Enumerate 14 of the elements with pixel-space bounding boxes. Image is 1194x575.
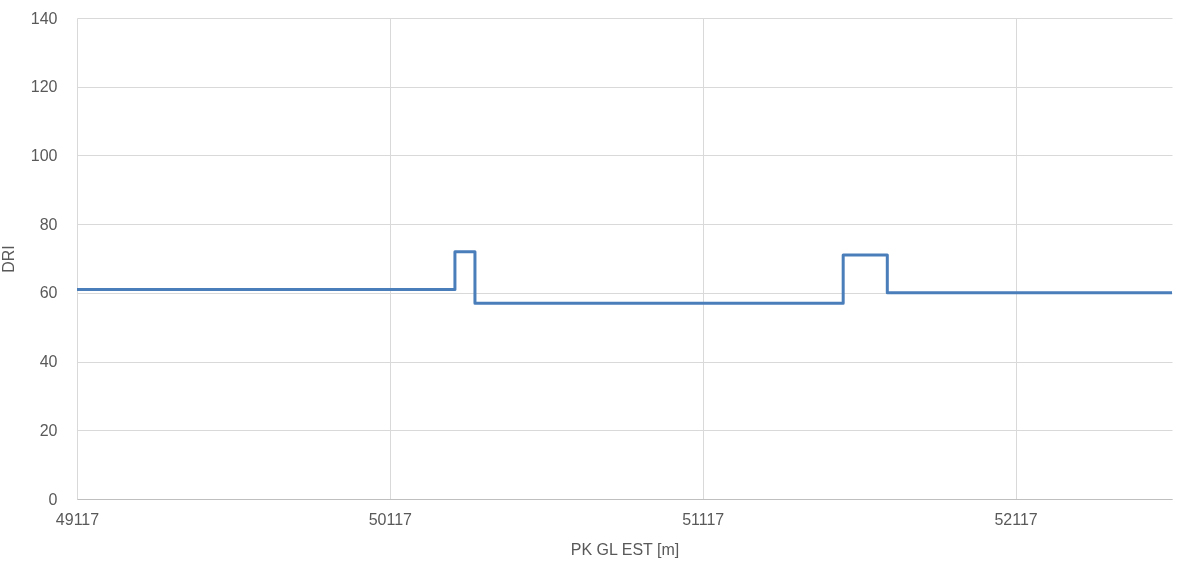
y-tick-label: 60 bbox=[39, 284, 58, 302]
y-tick-label: 80 bbox=[39, 215, 58, 233]
x-tick-label: 50117 bbox=[368, 510, 413, 528]
x-tick-label: 51117 bbox=[682, 510, 725, 528]
y-tick-label: 120 bbox=[30, 78, 58, 96]
y-tick-label: 140 bbox=[30, 9, 58, 27]
y-tick-label: 100 bbox=[30, 146, 58, 164]
y-axis-title: DRI bbox=[0, 245, 17, 273]
y-tick-label: 20 bbox=[39, 421, 58, 439]
y-tick-label: 0 bbox=[48, 490, 58, 508]
y-tick-label: 40 bbox=[39, 353, 58, 371]
x-axis-title: PK GL EST [m] bbox=[570, 540, 680, 558]
x-tick-label: 49117 bbox=[55, 510, 100, 528]
x-tick-label: 52117 bbox=[994, 510, 1038, 528]
